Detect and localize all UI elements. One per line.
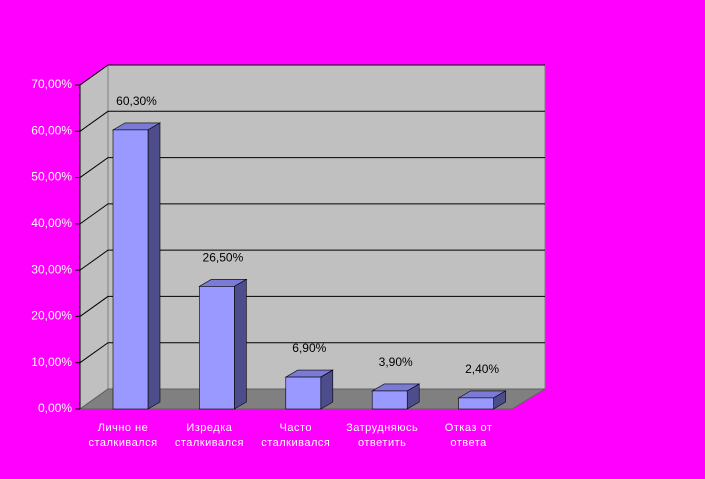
x-tick-label: Лично не сталкивался: [88, 422, 158, 449]
grid-line: [79, 110, 545, 132]
bar: [458, 397, 494, 410]
value-label: 3,90%: [379, 355, 413, 369]
bar: [371, 390, 408, 410]
x-tick-label: Часто сталкивался: [261, 422, 331, 449]
bar: [285, 376, 322, 410]
grid-line: [79, 203, 545, 225]
y-tick-label: 70,00%: [31, 77, 72, 91]
grid-line: [79, 342, 545, 364]
bar: [199, 286, 235, 410]
back-wall: [107, 64, 546, 390]
grid-line: [79, 295, 545, 317]
bar: [112, 129, 149, 410]
bar-side: [147, 122, 161, 410]
grid-line: [79, 64, 545, 86]
side-wall: [79, 64, 109, 410]
value-label: 2,40%: [465, 362, 499, 376]
x-tick-label: Отказ от ответа: [444, 422, 493, 449]
y-tick-label: 20,00%: [31, 309, 72, 323]
bar-side: [320, 369, 334, 410]
y-tick-label: 30,00%: [31, 262, 72, 276]
y-tick-label: 10,00%: [31, 355, 72, 369]
value-label: 60,30%: [116, 94, 157, 108]
value-label: 6,90%: [292, 341, 326, 355]
bar-side: [234, 278, 247, 410]
x-tick-label: Затрудняюсь ответить: [346, 422, 419, 449]
y-tick-label: 60,00%: [31, 123, 72, 137]
x-tick-label: Изредка сталкивался: [174, 422, 244, 449]
y-tick-label: 40,00%: [31, 216, 72, 230]
grid-line: [79, 249, 545, 271]
value-label: 26,50%: [203, 251, 244, 265]
y-tick-label: 0,00%: [38, 401, 72, 415]
y-tick-label: 50,00%: [31, 170, 72, 184]
grid-line: [79, 157, 545, 178]
